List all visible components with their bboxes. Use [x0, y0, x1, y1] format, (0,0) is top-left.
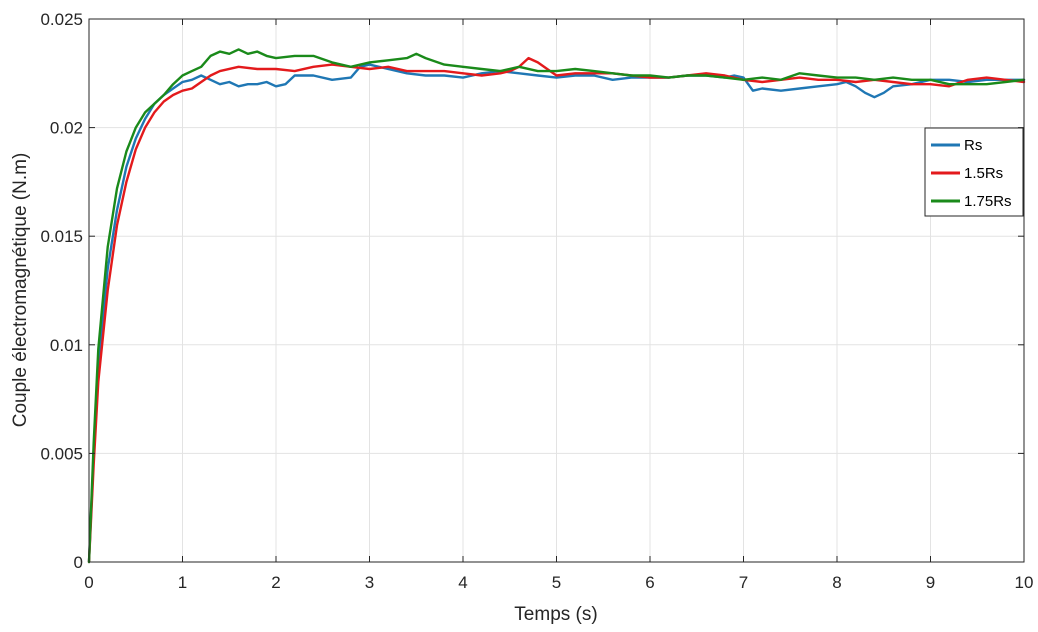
x-axis-label: Temps (s) — [514, 604, 597, 625]
y-tick-label: 0.025 — [40, 10, 83, 29]
series-line-1-5rs — [87, 56, 1026, 564]
legend: Rs 1.5Rs 1.75Rs — [924, 127, 1024, 217]
x-tick-label: 8 — [832, 573, 841, 592]
legend-label-rs: Rs — [964, 137, 982, 154]
x-tick-label: 3 — [365, 573, 374, 592]
x-tick-label: 1 — [178, 573, 187, 592]
y-tick-label: 0.015 — [40, 227, 83, 246]
legend-label-1-75rs: 1.75Rs — [964, 193, 1012, 210]
x-tick-label: 2 — [271, 573, 280, 592]
y-tick-label: 0.01 — [50, 336, 83, 355]
y-tick-label: 0.005 — [40, 444, 83, 463]
y-axis-label: Couple électromagnétique (N.m) — [10, 153, 31, 428]
y-tick-labels: 0 0.005 0.01 0.015 0.02 0.025 — [40, 10, 83, 572]
x-tick-label: 4 — [458, 573, 467, 592]
x-tick-labels: 0 1 2 3 4 5 6 7 8 9 10 — [84, 573, 1033, 592]
x-tick-label: 6 — [645, 573, 654, 592]
x-tick-label: 7 — [739, 573, 748, 592]
x-tick-label: 10 — [1015, 573, 1034, 592]
x-tick-label: 0 — [84, 573, 93, 592]
y-tick-label: 0 — [74, 553, 83, 572]
series-line-1-75rs — [87, 48, 1026, 564]
x-tick-label: 9 — [926, 573, 935, 592]
series-lines — [87, 48, 1026, 564]
axis-ticks — [88, 18, 1025, 563]
legend-label-1-5rs: 1.5Rs — [964, 165, 1003, 182]
x-tick-label: 5 — [552, 573, 561, 592]
y-tick-label: 0.02 — [50, 119, 83, 138]
